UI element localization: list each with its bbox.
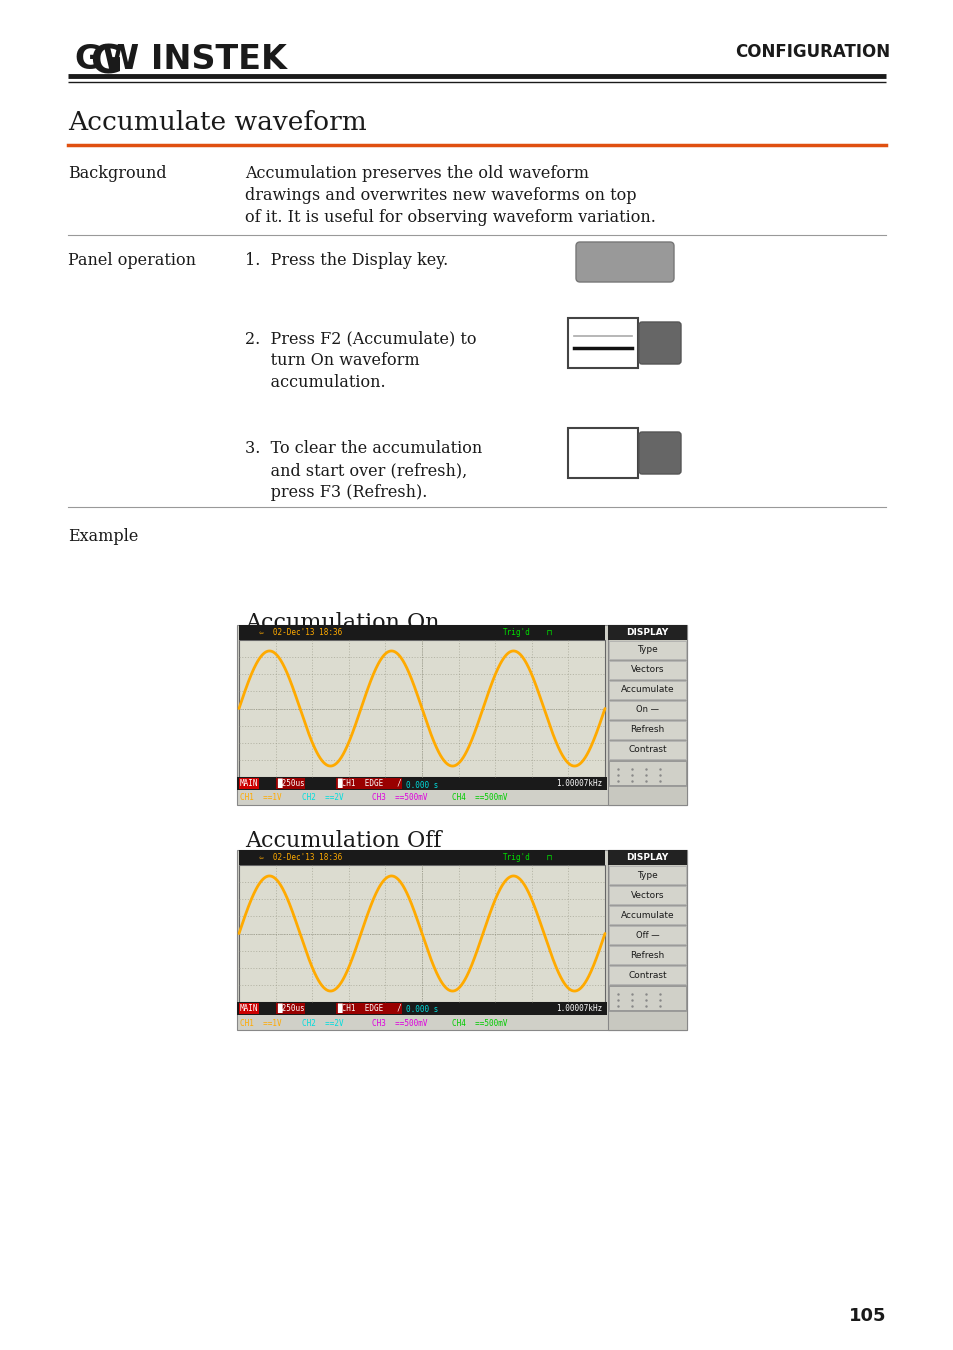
Text: Vectors: Vectors [630, 666, 663, 675]
Text: CH1  ==1V: CH1 ==1V [240, 1018, 281, 1027]
Text: Example: Example [68, 528, 138, 545]
Bar [607, 625, 686, 640]
Text: DISPLAY: DISPLAY [626, 628, 668, 637]
Text: CH3  ==500mV: CH3 ==500mV [372, 794, 427, 802]
Text: 2.  Press F2 (Accumulate) to: 2. Press F2 (Accumulate) to [245, 329, 476, 347]
Text: Refresh: Refresh [630, 950, 664, 960]
Text: 3.  To clear the accumulation: 3. To clear the accumulation [245, 440, 482, 458]
Text: Panel operation: Panel operation [68, 252, 195, 269]
Text: █CH1  EDGE   /: █CH1 EDGE / [336, 779, 401, 788]
Bar [608, 680, 685, 699]
Bar [608, 986, 685, 1010]
Text: Accumulate waveform: Accumulate waveform [68, 109, 366, 135]
Text: DISPLAY: DISPLAY [626, 853, 668, 863]
Text: CH4  ==500mV: CH4 ==500mV [452, 794, 507, 802]
Bar [236, 625, 686, 805]
Text: Accumulation Off: Accumulation Off [245, 830, 441, 852]
Bar [567, 319, 638, 369]
Text: Background: Background [68, 165, 167, 182]
Bar [608, 986, 685, 1010]
Text: Refresh: Refresh [630, 725, 664, 734]
Text: MAIN: MAIN [240, 779, 258, 788]
FancyBboxPatch shape [576, 242, 673, 282]
Text: 1.  Press the Display key.: 1. Press the Display key. [245, 252, 448, 269]
Bar [608, 641, 685, 659]
Text: Vectors: Vectors [630, 891, 663, 899]
Text: 0.000 s: 0.000 s [405, 1006, 437, 1014]
Text: █250us: █250us [276, 1004, 304, 1014]
FancyBboxPatch shape [639, 323, 680, 364]
Text: On —: On — [636, 706, 659, 714]
Text: Accumulation preserves the old waveform: Accumulation preserves the old waveform [245, 165, 588, 182]
Bar [608, 701, 685, 720]
Text: G: G [90, 43, 122, 81]
Bar [608, 741, 685, 759]
Text: CH2  ==2V: CH2 ==2V [302, 1018, 343, 1027]
Text: ⊓: ⊓ [546, 628, 551, 637]
Bar [608, 662, 685, 679]
Bar [239, 865, 604, 1002]
Text: █250us: █250us [276, 779, 304, 788]
Text: ⊓: ⊓ [546, 853, 551, 863]
Text: CH2  ==2V: CH2 ==2V [302, 794, 343, 802]
Text: Off —: Off — [635, 930, 659, 940]
Text: █CH1  EDGE   /: █CH1 EDGE / [336, 1004, 401, 1014]
Bar [607, 625, 686, 805]
Bar [608, 865, 685, 884]
Text: turn On waveform: turn On waveform [245, 352, 419, 369]
Text: ⇦  02-Dec'13 18:36: ⇦ 02-Dec'13 18:36 [258, 628, 342, 637]
Text: and start over (refresh),: and start over (refresh), [245, 462, 467, 479]
Bar [608, 967, 685, 984]
Bar [236, 850, 686, 1030]
Bar [239, 850, 604, 865]
Text: ⇦  02-Dec'13 18:36: ⇦ 02-Dec'13 18:36 [258, 853, 342, 863]
Text: Type: Type [637, 871, 658, 879]
Text: CH4  ==500mV: CH4 ==500mV [452, 1018, 507, 1027]
Text: Trig'd: Trig'd [502, 628, 530, 637]
Bar [608, 906, 685, 923]
Bar [608, 886, 685, 904]
Bar [608, 761, 685, 784]
Bar [608, 926, 685, 944]
Text: CH3  ==500mV: CH3 ==500mV [372, 1018, 427, 1027]
Text: drawings and overwrites new waveforms on top: drawings and overwrites new waveforms on… [245, 188, 636, 204]
Text: 1.00007kHz: 1.00007kHz [556, 779, 601, 788]
Bar [607, 850, 686, 1030]
Text: GW INSTEK: GW INSTEK [75, 43, 287, 76]
Text: Type: Type [637, 645, 658, 655]
Bar [567, 428, 638, 478]
Text: Accumulate: Accumulate [620, 686, 674, 694]
Text: CH1  ==1V: CH1 ==1V [240, 794, 281, 802]
Bar [608, 946, 685, 964]
Text: Trig'd: Trig'd [502, 853, 530, 863]
Bar [608, 761, 685, 784]
Bar [236, 1002, 606, 1015]
Text: press F3 (Refresh).: press F3 (Refresh). [245, 485, 427, 501]
Bar [236, 778, 606, 790]
Text: Contrast: Contrast [627, 745, 666, 755]
Text: CONFIGURATION: CONFIGURATION [734, 43, 889, 61]
Text: MAIN: MAIN [240, 1004, 258, 1012]
Text: 1.00007kHz: 1.00007kHz [556, 1004, 601, 1012]
Bar [607, 850, 686, 865]
Bar [239, 640, 604, 778]
Text: accumulation.: accumulation. [245, 374, 385, 392]
Text: 0.000 s: 0.000 s [405, 780, 437, 790]
Text: of it. It is useful for observing waveform variation.: of it. It is useful for observing wavefo… [245, 209, 656, 225]
Text: Accumulate: Accumulate [620, 910, 674, 919]
Text: 105: 105 [847, 1307, 885, 1324]
Text: Accumulation On: Accumulation On [245, 612, 439, 634]
Bar [239, 625, 604, 640]
Text: Contrast: Contrast [627, 971, 666, 980]
Bar [608, 721, 685, 738]
FancyBboxPatch shape [639, 432, 680, 474]
